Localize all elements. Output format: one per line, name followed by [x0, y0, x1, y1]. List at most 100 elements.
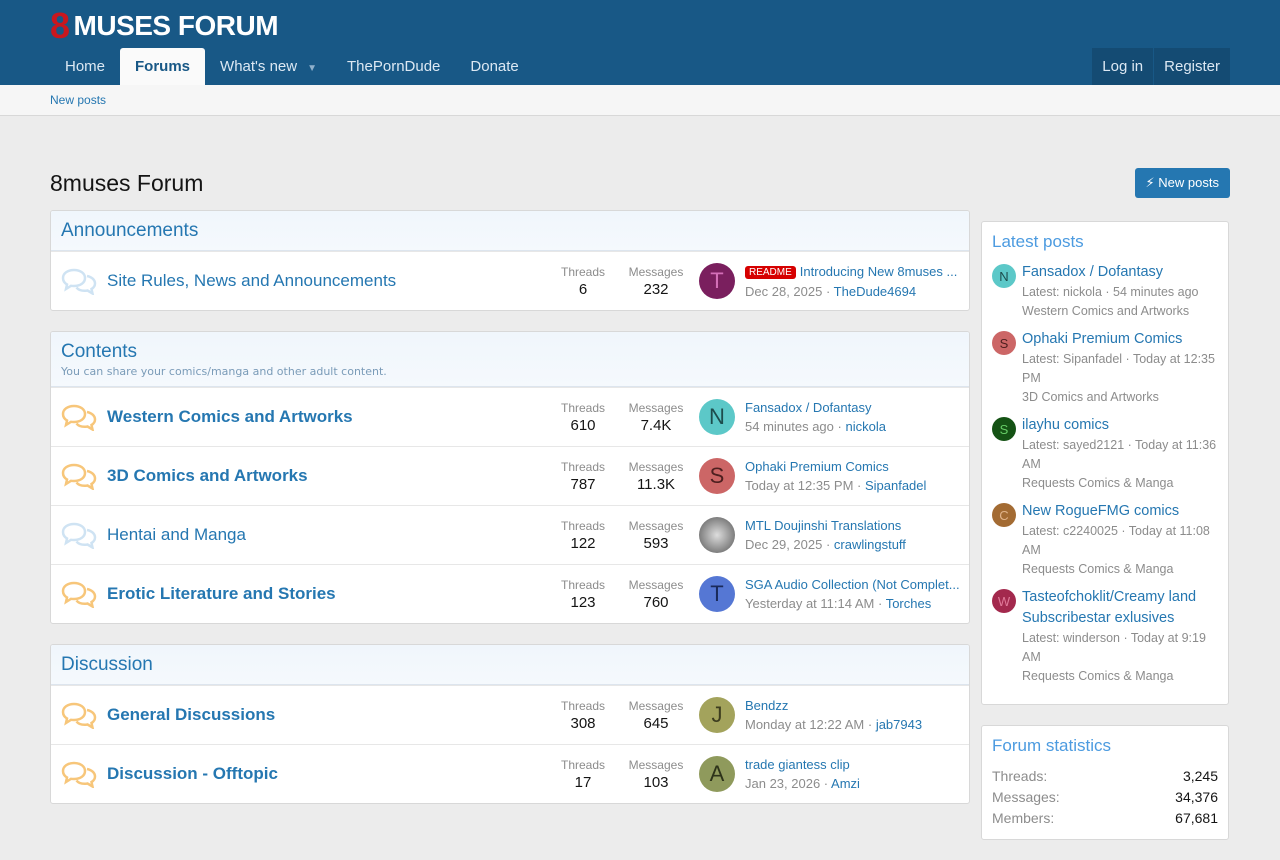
nav-tab-what-s-new[interactable]: What's new ▼ — [205, 48, 332, 85]
threads-count: 787 — [570, 475, 596, 493]
latest-post-forum[interactable]: 3D Comics and Artworks — [1022, 390, 1159, 404]
latest-user-link[interactable]: nickola — [845, 419, 886, 434]
login-button[interactable]: Log in — [1092, 48, 1154, 85]
latest-post: Bendzz Monday at 12:22 AM · jab7943 — [745, 698, 923, 732]
avatar[interactable]: W — [992, 589, 1016, 613]
messages-label: Messages — [628, 518, 684, 533]
avatar[interactable]: C — [992, 503, 1016, 527]
messages-label: Messages — [628, 577, 684, 592]
avatar[interactable]: N — [992, 264, 1016, 288]
latest-thread-link[interactable]: Fansadox / Dofantasy — [745, 400, 872, 415]
latest-post: MTL Doujinshi Translations Dec 29, 2025 ·… — [745, 518, 906, 552]
latest-thread-link[interactable]: trade giantess clip — [745, 757, 850, 772]
latest-post: trade giantess clip Jan 23, 2026 · Amzi — [745, 757, 860, 791]
forum-list: Announcements Site Rules, News and Annou… — [50, 210, 970, 824]
latest-post-title[interactable]: Tasteofchoklit/Creamy land Subscribestar… — [1022, 589, 1197, 626]
forum-node: Discussion - Offtopic Threads 17 Messages… — [51, 744, 969, 803]
latest-post-forum[interactable]: Requests Comics & Manga — [1022, 562, 1174, 576]
avatar[interactable] — [699, 517, 735, 553]
latest-post-forum[interactable]: Requests Comics & Manga — [1022, 476, 1174, 490]
nav-tab-forums[interactable]: Forums — [120, 48, 206, 85]
latest-post-item: S Ophaki Premium Comics Latest: Sipanfadel… — [992, 329, 1218, 407]
category-header: Contents You can share your comics/manga … — [51, 332, 969, 387]
avatar[interactable]: J — [699, 697, 735, 733]
latest-post-meta: Latest: nickola · 54 minutes ago — [1022, 285, 1199, 299]
avatar[interactable]: S — [992, 331, 1016, 355]
latest-post-forum[interactable]: Western Comics and Artworks — [1022, 304, 1190, 318]
unread-chat-bubbles-icon — [51, 580, 107, 608]
nav-tab-label: Home — [65, 58, 106, 75]
category-title[interactable]: Announcements — [61, 220, 199, 241]
threads-stat: Threads 308 — [548, 699, 618, 732]
latest-post-item: W Tasteofchoklit/Creamy land Subscribesta… — [992, 587, 1218, 686]
latest-post-meta: Latest: winderson · Today at 9:19 AM — [1022, 631, 1206, 664]
avatar[interactable]: N — [699, 399, 735, 435]
chat-bubbles-icon — [51, 267, 107, 295]
latest-thread-link[interactable]: Bendzz — [745, 698, 789, 713]
latest-posts-widget: Latest posts N Fansadox / Dofantasy Latest… — [981, 221, 1229, 705]
new-posts-button-label: New posts — [1158, 175, 1219, 190]
nav-tab-donate[interactable]: Donate — [455, 48, 533, 85]
threads-count: 17 — [574, 773, 592, 791]
latest-thread-link[interactable]: Ophaki Premium Comics — [745, 459, 889, 474]
new-posts-link[interactable]: New posts — [50, 93, 107, 107]
messages-label: Messages — [628, 400, 684, 415]
latest-post-forum[interactable]: Requests Comics & Manga — [1022, 669, 1174, 683]
avatar[interactable]: S — [699, 458, 735, 494]
latest-user-link[interactable]: Torches — [885, 596, 932, 611]
latest-thread-link[interactable]: SGA Audio Collection (Not Complet... — [745, 577, 960, 592]
sidebar: Latest posts N Fansadox / Dofantasy Latest… — [981, 221, 1229, 860]
threads-label: Threads — [560, 757, 606, 772]
avatar[interactable]: T — [699, 576, 735, 612]
latest-post-title[interactable]: Ophaki Premium Comics — [1022, 331, 1183, 347]
stat-label: Threads: — [992, 768, 1048, 784]
readme-badge: README — [745, 265, 796, 279]
page-title: 8muses Forum — [50, 170, 204, 196]
threads-stat: Threads 787 — [548, 460, 618, 493]
avatar[interactable]: S — [992, 417, 1016, 441]
forum-title-link[interactable]: Erotic Literature and Stories — [107, 584, 336, 603]
forum-title-link[interactable]: Site Rules, News and Announcements — [107, 271, 397, 290]
main-nav: Home Forums What's new ▼ ThePornDude Donate — [50, 48, 534, 85]
register-button[interactable]: Register — [1154, 48, 1230, 85]
latest-user-link[interactable]: jab7943 — [875, 717, 923, 732]
chevron-down-icon[interactable]: ▼ — [307, 63, 317, 74]
latest-thread-link[interactable]: MTL Doujinshi Translations — [745, 518, 902, 533]
latest-post-meta: Latest: sayed2121 · Today at 11:36 AM — [1022, 438, 1217, 471]
category-title[interactable]: Contents — [61, 341, 138, 362]
avatar[interactable]: T — [699, 263, 735, 299]
threads-count: 610 — [570, 416, 596, 434]
messages-stat: Messages 760 — [621, 578, 691, 611]
forum-title-link[interactable]: Western Comics and Artworks — [107, 407, 353, 426]
threads-count: 122 — [570, 534, 596, 552]
forum-title-link[interactable]: 3D Comics and Artworks — [107, 466, 308, 485]
chat-bubbles-icon — [51, 521, 107, 549]
forum-node: Site Rules, News and Announcements Threa… — [51, 251, 969, 310]
nav-tab-theporndude[interactable]: ThePornDude — [332, 48, 455, 85]
latest-user-link[interactable]: TheDude4694 — [833, 283, 917, 299]
new-posts-button[interactable]: ⚡︎ New posts — [1134, 168, 1230, 198]
forum-node: General Discussions Threads 308 Messages 6… — [51, 685, 969, 744]
forum-node: Hentai and Manga Threads 122 Messages 593 … — [51, 505, 969, 564]
latest-post-title[interactable]: ilayhu comics — [1022, 417, 1110, 433]
category-title[interactable]: Discussion — [61, 654, 153, 675]
forum-statistics-title: Forum statistics — [992, 736, 1112, 755]
latest-post-title[interactable]: New RogueFMG comics — [1022, 503, 1180, 519]
latest-post: README Introducing New 8muses ... Dec 28, … — [745, 263, 958, 299]
latest-user-link[interactable]: crawlingstuff — [833, 537, 906, 552]
forum-title-link[interactable]: General Discussions — [107, 705, 276, 724]
messages-stat: Messages 593 — [621, 519, 691, 552]
latest-post-title[interactable]: Fansadox / Dofantasy — [1022, 264, 1164, 280]
messages-label: Messages — [628, 698, 684, 713]
stat-value: 34,376 — [1175, 789, 1218, 805]
latest-thread-link[interactable]: Introducing New 8muses ... — [799, 263, 958, 279]
site-logo[interactable]: 8 MUSES FORUM — [50, 8, 279, 44]
nav-tab-home[interactable]: Home — [50, 48, 120, 85]
latest-user-link[interactable]: Sipanfadel — [864, 478, 927, 493]
forum-title-link[interactable]: Hentai and Manga — [107, 525, 246, 544]
forum-title-link[interactable]: Discussion - Offtopic — [107, 764, 278, 783]
messages-count: 232 — [643, 280, 669, 298]
avatar[interactable]: A — [699, 756, 735, 792]
latest-user-link[interactable]: Amzi — [831, 776, 860, 791]
